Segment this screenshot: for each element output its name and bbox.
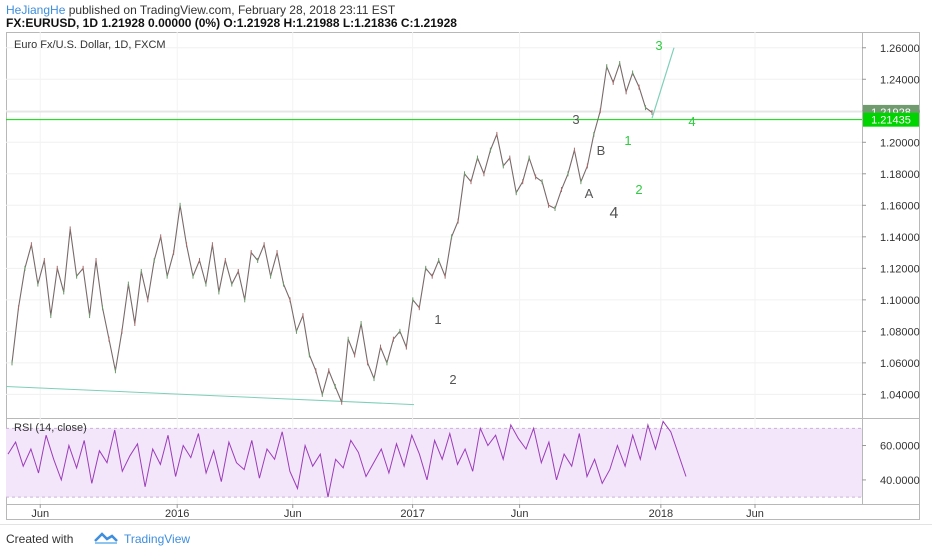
wave-label: 3 <box>572 112 579 127</box>
created-with-text: Created with <box>6 532 74 546</box>
y-tick-label: 1.08000 <box>880 326 920 338</box>
wave-label: 1 <box>624 133 631 148</box>
author-link[interactable]: HeJiangHe <box>6 3 66 17</box>
x-tick-label: Jun <box>511 508 529 520</box>
y-tick-label: 1.06000 <box>880 358 920 370</box>
y-tick-label: 1.04000 <box>880 389 920 401</box>
y-tick-label: 1.24000 <box>880 74 920 86</box>
x-tick-label: Jun <box>284 508 302 520</box>
chart-canvas[interactable]: 1.260001.240001.220001.200001.180001.160… <box>6 32 920 520</box>
y-tick-label: 1.16000 <box>880 200 920 212</box>
x-tick-label: 2018 <box>649 508 673 520</box>
x-tick-label: Jun <box>746 508 764 520</box>
y-tick-label: 1.20000 <box>880 137 920 149</box>
x-tick-label: 2016 <box>165 508 189 520</box>
y-tick-label: 1.26000 <box>880 43 920 55</box>
footer: Created with TradingView <box>0 524 932 551</box>
wave-label: 2 <box>635 182 642 197</box>
rsi-line <box>7 420 687 498</box>
level-line-label: 1.21435 <box>871 115 911 127</box>
y-tick-label: 1.12000 <box>880 263 920 275</box>
chart-frame[interactable]: 1.260001.240001.220001.200001.180001.160… <box>6 32 920 520</box>
wave-label: A <box>585 186 594 201</box>
wave-label: 1 <box>434 312 441 327</box>
published-text: published on TradingView.com, February 2… <box>68 3 396 17</box>
publish-info: HeJiangHe published on TradingView.com, … <box>6 3 395 17</box>
wave-label: 4 <box>688 114 695 129</box>
rsi-title: RSI (14, close) <box>14 422 87 434</box>
y-tick-label: 1.14000 <box>880 232 920 244</box>
wave-label: B <box>597 143 606 158</box>
tradingview-logo-icon[interactable] <box>93 530 119 546</box>
y-tick-label: 1.10000 <box>880 295 920 307</box>
wave-label: 4 <box>610 205 619 222</box>
rsi-tick-label: 60.0000 <box>880 441 920 453</box>
x-tick-label: Jun <box>31 508 49 520</box>
price-line <box>11 61 653 403</box>
level-line-label-bg <box>863 112 919 127</box>
projection-line <box>651 47 675 119</box>
wave-label: 2 <box>449 372 456 387</box>
rsi-band <box>6 428 862 498</box>
support-trend-line <box>6 385 415 406</box>
rsi-tick-label: 40.0000 <box>880 475 920 487</box>
y-tick-label: 1.18000 <box>880 169 920 181</box>
chart-title: Euro Fx/U.S. Dollar, 1D, FXCM <box>14 39 166 51</box>
x-tick-label: 2017 <box>400 508 424 520</box>
wave-label: 3 <box>655 38 662 53</box>
symbol-line: FX:EURUSD, 1D 1.21928 0.00000 (0%) O:1.2… <box>6 16 457 30</box>
tradingview-brand[interactable]: TradingView <box>124 532 191 546</box>
